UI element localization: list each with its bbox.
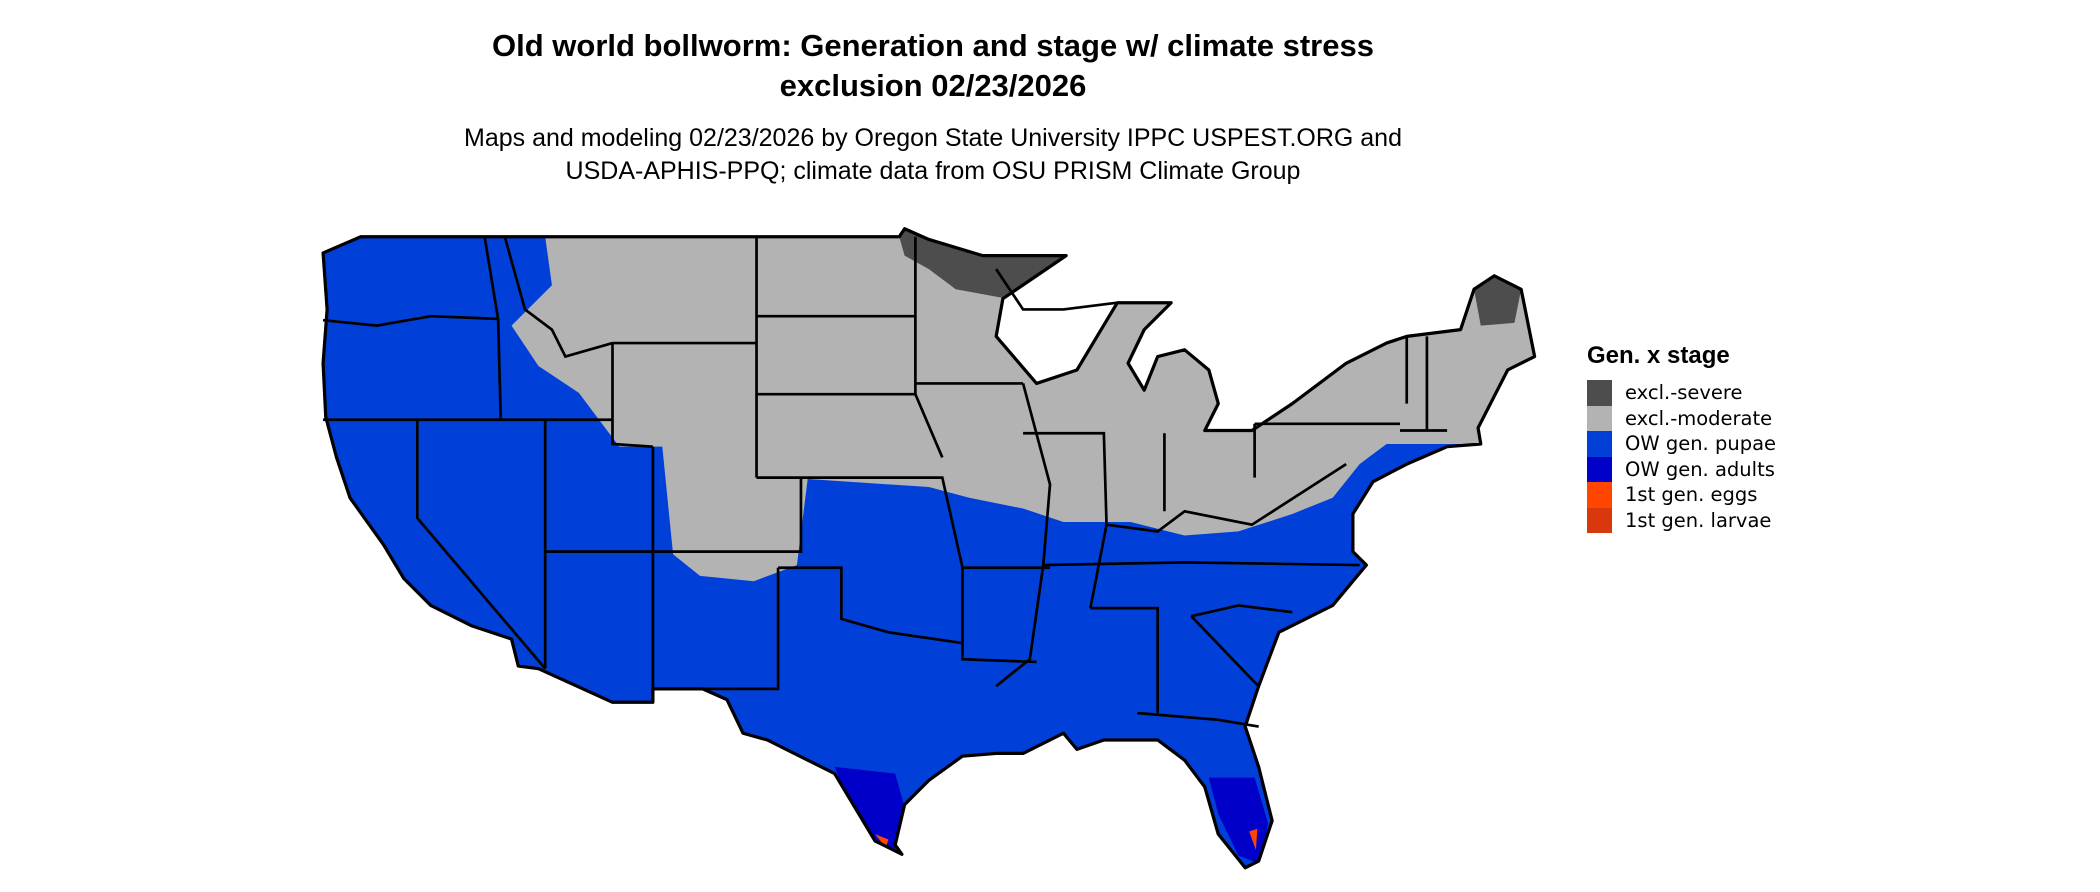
legend-label: 1st gen. eggs: [1625, 483, 1758, 507]
legend-label: 1st gen. larvae: [1625, 508, 1772, 532]
legend-swatch: [1587, 380, 1612, 406]
subtitle-line-1: Maps and modeling 02/23/2026 by Oregon S…: [464, 124, 1402, 152]
map-title: Old world bollworm: Generation and stage…: [0, 26, 1866, 106]
subtitle-line-2: USDA-APHIS-PPQ; climate data from OSU PR…: [565, 157, 1301, 185]
legend-item: excl.-moderate: [1587, 405, 1776, 431]
legend-label: OW gen. pupae: [1625, 432, 1777, 456]
legend-swatch: [1587, 456, 1612, 482]
legend-label: excl.-moderate: [1625, 406, 1773, 430]
legend-swatch: [1587, 431, 1612, 457]
legend-title: Gen. x stage: [1587, 342, 1730, 369]
legend-swatch: [1587, 405, 1612, 431]
legend-label: excl.-severe: [1625, 381, 1743, 405]
region-1st-eggs-fl: [1249, 828, 1258, 851]
legend-item: 1st gen. larvae: [1587, 507, 1776, 533]
map-subtitle: Maps and modeling 02/23/2026 by Oregon S…: [0, 122, 1866, 188]
region-excl-severe-mn: [899, 228, 1067, 299]
legend-item: OW gen. pupae: [1587, 431, 1776, 457]
region-excl-severe-me: [1474, 275, 1522, 326]
region-ow-adults-tx: [834, 766, 905, 851]
title-line-2: exclusion 02/23/2026: [779, 68, 1087, 103]
title-line-1: Old world bollworm: Generation and stage…: [492, 28, 1374, 63]
legend-swatch: [1587, 482, 1612, 508]
legend: Gen. x stage excl.-severe excl.-moderate O…: [1587, 342, 1776, 533]
legend-item: excl.-severe: [1587, 380, 1776, 406]
legend-swatch: [1587, 507, 1612, 533]
state-borders: [322, 236, 1448, 728]
legend-item: OW gen. adults: [1587, 456, 1776, 482]
legend-item: 1st gen. eggs: [1587, 482, 1776, 508]
legend-label: OW gen. adults: [1625, 457, 1775, 481]
